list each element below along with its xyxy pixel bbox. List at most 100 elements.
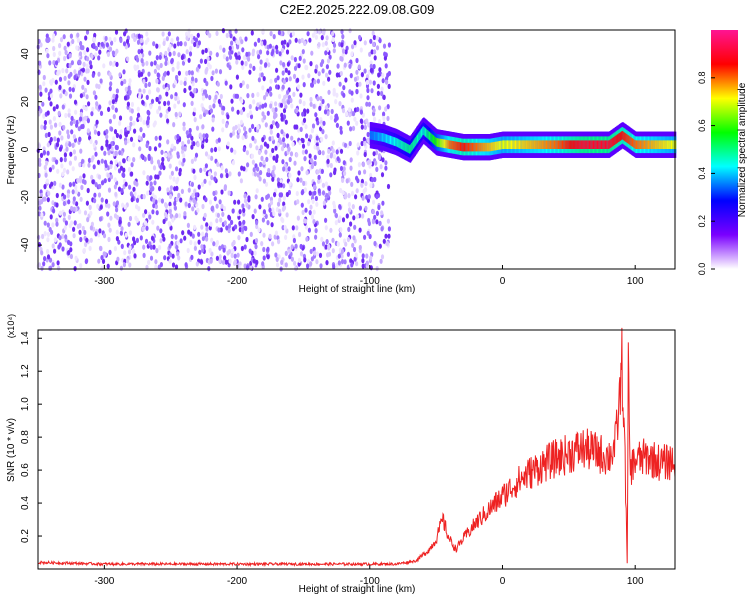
- noise-blob: [317, 188, 321, 194]
- noise-blob: [269, 78, 273, 84]
- noise-blob: [106, 211, 110, 217]
- noise-blob: [294, 243, 298, 249]
- noise-blob: [242, 219, 246, 225]
- noise-blob: [212, 190, 216, 196]
- noise-blob: [74, 109, 78, 115]
- noise-blob: [287, 29, 291, 35]
- noise-blob: [289, 151, 294, 157]
- noise-blob: [120, 243, 124, 249]
- noise-blob: [115, 236, 119, 242]
- noise-blob: [163, 71, 167, 77]
- noise-blob: [71, 142, 75, 148]
- noise-blob: [339, 125, 343, 131]
- noise-blob: [272, 34, 276, 40]
- noise-blob: [375, 210, 379, 216]
- noise-blob: [350, 90, 354, 96]
- noise-blob: [386, 218, 390, 224]
- noise-blob: [73, 155, 77, 161]
- noise-blob: [387, 233, 391, 239]
- noise-blob: [180, 188, 184, 194]
- noise-blob: [331, 140, 335, 146]
- noise-blob: [232, 126, 236, 132]
- noise-blob: [104, 162, 108, 168]
- noise-blob: [164, 202, 168, 208]
- noise-blob: [137, 135, 141, 141]
- noise-blob: [240, 245, 244, 252]
- colorbar-tick-label: 0.4: [697, 167, 707, 180]
- noise-blob: [260, 72, 264, 78]
- noise-blob: [98, 216, 103, 222]
- noise-blob: [220, 203, 224, 209]
- noise-blob: [360, 140, 364, 147]
- signal-band-cell: [620, 131, 623, 141]
- noise-blob: [372, 107, 376, 113]
- noise-blob: [42, 150, 47, 156]
- noise-blob: [100, 265, 104, 271]
- noise-blob: [169, 193, 173, 200]
- noise-blob: [256, 172, 260, 178]
- noise-blob: [301, 74, 305, 80]
- noise-blob: [258, 176, 262, 182]
- noise-blob: [217, 146, 221, 152]
- noise-blob: [215, 203, 219, 209]
- noise-blob: [45, 160, 49, 166]
- noise-blob: [201, 49, 205, 55]
- noise-blob: [73, 220, 77, 226]
- noise-blob: [338, 232, 342, 238]
- noise-blob: [309, 96, 313, 103]
- noise-blob: [366, 95, 370, 101]
- noise-blob: [236, 44, 240, 50]
- noise-blob: [112, 136, 116, 142]
- noise-blob: [274, 230, 278, 236]
- signal-band-cell: [469, 142, 471, 152]
- noise-blob: [243, 198, 248, 204]
- noise-blob: [293, 160, 297, 166]
- noise-blob: [249, 63, 253, 69]
- noise-blob: [276, 177, 280, 183]
- noise-blob: [37, 234, 41, 240]
- noise-blob: [110, 126, 114, 132]
- spectrogram-marks: [36, 28, 677, 272]
- noise-blob: [277, 181, 281, 187]
- noise-blob: [48, 257, 53, 263]
- noise-blob: [263, 141, 267, 147]
- noise-blob: [176, 251, 180, 257]
- noise-blob: [368, 79, 372, 85]
- noise-blob: [260, 41, 264, 47]
- noise-blob: [105, 134, 109, 140]
- noise-blob: [352, 111, 356, 117]
- noise-blob: [147, 71, 151, 77]
- noise-blob: [294, 37, 298, 43]
- noise-blob: [342, 166, 346, 172]
- noise-blob: [92, 164, 96, 170]
- noise-blob: [228, 45, 232, 51]
- noise-blob: [206, 56, 210, 62]
- signal-band-cell: [544, 140, 546, 149]
- noise-blob: [331, 237, 335, 243]
- noise-blob: [357, 170, 362, 176]
- noise-blob: [57, 244, 61, 250]
- noise-blob: [68, 93, 73, 99]
- noise-blob: [120, 188, 124, 194]
- noise-blob: [283, 100, 287, 106]
- noise-blob: [114, 107, 118, 113]
- noise-blob: [161, 156, 165, 163]
- noise-blob: [78, 223, 82, 229]
- noise-blob: [161, 31, 165, 37]
- noise-blob: [222, 47, 226, 53]
- noise-blob: [286, 89, 290, 95]
- noise-blob: [282, 114, 287, 120]
- noise-blob: [334, 99, 338, 105]
- noise-blob: [245, 51, 249, 57]
- noise-blob: [141, 226, 145, 232]
- signal-band-cell: [439, 138, 442, 148]
- noise-blob: [329, 227, 333, 233]
- noise-blob: [300, 166, 304, 172]
- noise-blob: [321, 190, 326, 196]
- noise-blob: [82, 173, 86, 179]
- noise-blob: [221, 259, 226, 265]
- noise-blob: [253, 171, 257, 177]
- noise-blob: [158, 94, 162, 100]
- noise-blob: [233, 253, 237, 259]
- noise-blob: [230, 98, 234, 104]
